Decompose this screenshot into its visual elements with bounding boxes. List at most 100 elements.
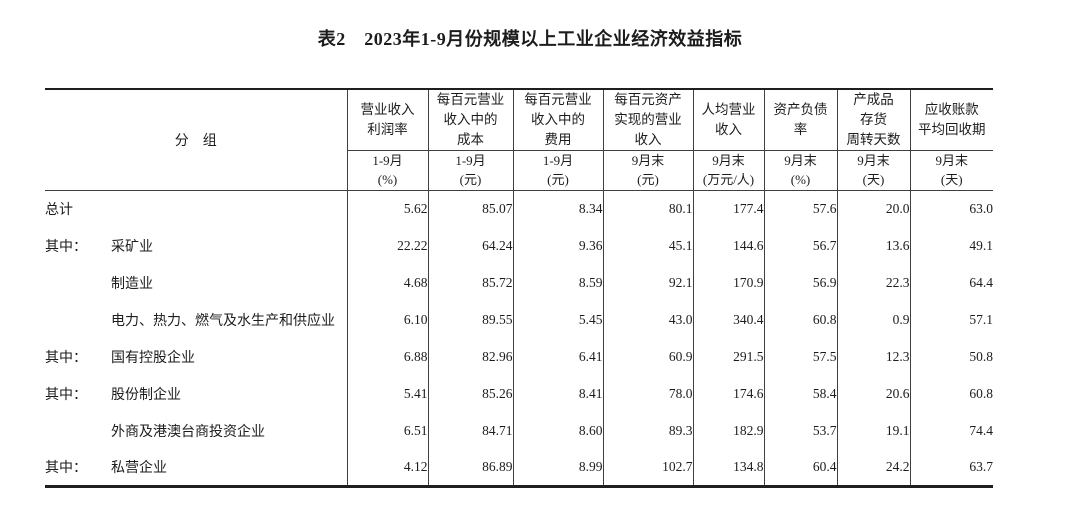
- value-cell: 60.4: [763, 449, 837, 486]
- value-cell: 50.8: [909, 338, 993, 375]
- value-cell: 56.7: [763, 227, 837, 264]
- row-label: 总计: [45, 202, 73, 218]
- column-header-name: 每百元营业 收入中的 费用: [512, 89, 603, 151]
- table-body: 总计 5.62 85.07 8.34 80.1 177.4 57.6 20.0 63.0 其中： 采…: [45, 190, 993, 486]
- row-prefix: 其中：: [45, 350, 87, 366]
- column-header-name: 资产负债 率: [763, 89, 837, 151]
- group-column-header: 分 组: [45, 89, 347, 191]
- column-header-period: 1-9月 (%): [346, 150, 428, 191]
- value-cell: 6.41: [512, 338, 603, 375]
- value-cell: 291.5: [692, 338, 764, 375]
- value-cell: 63.7: [909, 449, 993, 486]
- value-cell: 5.45: [512, 301, 603, 338]
- value-cell: 4.12: [346, 449, 428, 486]
- row-label: 私营企业: [111, 460, 167, 476]
- value-cell: 5.41: [346, 375, 428, 412]
- column-header-period: 9月末 (天): [836, 150, 910, 191]
- table-row: 电力、热力、燃气及水生产和供应业 6.10 89.55 5.45 43.0 340.4 60…: [45, 301, 993, 338]
- value-cell: 56.9: [763, 264, 837, 301]
- row-label: 外商及港澳台商投资企业: [111, 424, 265, 440]
- row-label-cell: 外商及港澳台商投资企业: [45, 412, 347, 449]
- value-cell: 174.6: [692, 375, 764, 412]
- value-cell: 43.0: [602, 301, 693, 338]
- value-cell: 85.26: [427, 375, 513, 412]
- column-header-period: 9月末 (天): [909, 150, 993, 191]
- column-header-name: 每百元资产 实现的营业 收入: [602, 89, 693, 151]
- table-row: 外商及港澳台商投资企业 6.51 84.71 8.60 89.3 182.9 53.7 19.…: [45, 412, 993, 449]
- table-row: 其中： 私营企业 4.12 86.89 8.99 102.7 134.8 60.4 24.2 63…: [45, 449, 993, 486]
- value-cell: 0.9: [836, 301, 910, 338]
- row-label: 电力、热力、燃气及水生产和供应业: [111, 313, 335, 329]
- value-cell: 85.07: [427, 190, 513, 227]
- row-label: 采矿业: [111, 239, 153, 255]
- row-prefix: 其中：: [45, 460, 87, 476]
- table-row: 其中： 国有控股企业 6.88 82.96 6.41 60.9 291.5 57.5 12.3 5…: [45, 338, 993, 375]
- column-header-period: 9月末 (万元/人): [692, 150, 764, 191]
- value-cell: 4.68: [346, 264, 428, 301]
- value-cell: 89.55: [427, 301, 513, 338]
- value-cell: 9.36: [512, 227, 603, 264]
- row-label-cell: 电力、热力、燃气及水生产和供应业: [45, 301, 347, 338]
- value-cell: 8.99: [512, 449, 603, 486]
- value-cell: 102.7: [602, 449, 693, 486]
- value-cell: 85.72: [427, 264, 513, 301]
- value-cell: 5.62: [346, 190, 428, 227]
- value-cell: 60.8: [909, 375, 993, 412]
- value-cell: 12.3: [836, 338, 910, 375]
- row-label: 国有控股企业: [111, 350, 195, 366]
- value-cell: 78.0: [602, 375, 693, 412]
- column-header-period: 1-9月 (元): [512, 150, 603, 191]
- value-cell: 8.41: [512, 375, 603, 412]
- row-label-cell: 其中： 国有控股企业: [45, 338, 347, 375]
- row-label-cell: 其中： 股份制企业: [45, 375, 347, 412]
- column-header-period: 9月末 (元): [602, 150, 693, 191]
- column-header-name: 人均营业 收入: [692, 89, 764, 151]
- row-label-cell: 其中： 采矿业: [45, 227, 347, 264]
- row-label-cell: 其中： 私营企业: [45, 449, 347, 486]
- row-label: 股份制企业: [111, 387, 181, 403]
- value-cell: 58.4: [763, 375, 837, 412]
- row-label-cell: 总计: [45, 190, 347, 227]
- table-title: 表2 2023年1-9月份规模以上工业企业经济效益指标: [317, 29, 743, 49]
- column-header-name: 每百元营业 收入中的 成本: [427, 89, 513, 151]
- value-cell: 144.6: [692, 227, 764, 264]
- value-cell: 84.71: [427, 412, 513, 449]
- table-row: 其中： 采矿业 22.22 64.24 9.36 45.1 144.6 56.7 13.6 49.…: [45, 227, 993, 264]
- value-cell: 177.4: [692, 190, 764, 227]
- value-cell: 340.4: [692, 301, 764, 338]
- value-cell: 74.4: [909, 412, 993, 449]
- value-cell: 86.89: [427, 449, 513, 486]
- economic-indicators-table: 分 组 营业收入 利润率 每百元营业 收入中的 成本 每百元营业 收入中的 费用 每百…: [45, 88, 993, 488]
- value-cell: 170.9: [692, 264, 764, 301]
- column-header-name: 产成品 存货 周转天数: [836, 89, 910, 151]
- value-cell: 80.1: [602, 190, 693, 227]
- value-cell: 49.1: [909, 227, 993, 264]
- value-cell: 89.3: [602, 412, 693, 449]
- column-header-name: 营业收入 利润率: [346, 89, 428, 151]
- value-cell: 19.1: [836, 412, 910, 449]
- column-header-period: 1-9月 (元): [427, 150, 513, 191]
- value-cell: 60.8: [763, 301, 837, 338]
- value-cell: 22.22: [346, 227, 428, 264]
- table-row: 其中： 股份制企业 5.41 85.26 8.41 78.0 174.6 58.4 20.6 60…: [45, 375, 993, 412]
- row-label-cell: 制造业: [45, 264, 347, 301]
- table-row: 总计 5.62 85.07 8.34 80.1 177.4 57.6 20.0 63.0: [45, 190, 993, 227]
- value-cell: 20.0: [836, 190, 910, 227]
- value-cell: 57.1: [909, 301, 993, 338]
- value-cell: 22.3: [836, 264, 910, 301]
- value-cell: 64.24: [427, 227, 513, 264]
- value-cell: 57.5: [763, 338, 837, 375]
- value-cell: 92.1: [602, 264, 693, 301]
- value-cell: 6.88: [346, 338, 428, 375]
- value-cell: 6.10: [346, 301, 428, 338]
- value-cell: 45.1: [602, 227, 693, 264]
- header-row-names: 分 组 营业收入 利润率 每百元营业 收入中的 成本 每百元营业 收入中的 费用 每百…: [45, 89, 993, 191]
- value-cell: 63.0: [909, 190, 993, 227]
- row-label: 制造业: [111, 276, 153, 292]
- value-cell: 6.51: [346, 412, 428, 449]
- value-cell: 13.6: [836, 227, 910, 264]
- value-cell: 24.2: [836, 449, 910, 486]
- table-row: 制造业 4.68 85.72 8.59 92.1 170.9 56.9 22.3 64.4: [45, 264, 993, 301]
- value-cell: 8.60: [512, 412, 603, 449]
